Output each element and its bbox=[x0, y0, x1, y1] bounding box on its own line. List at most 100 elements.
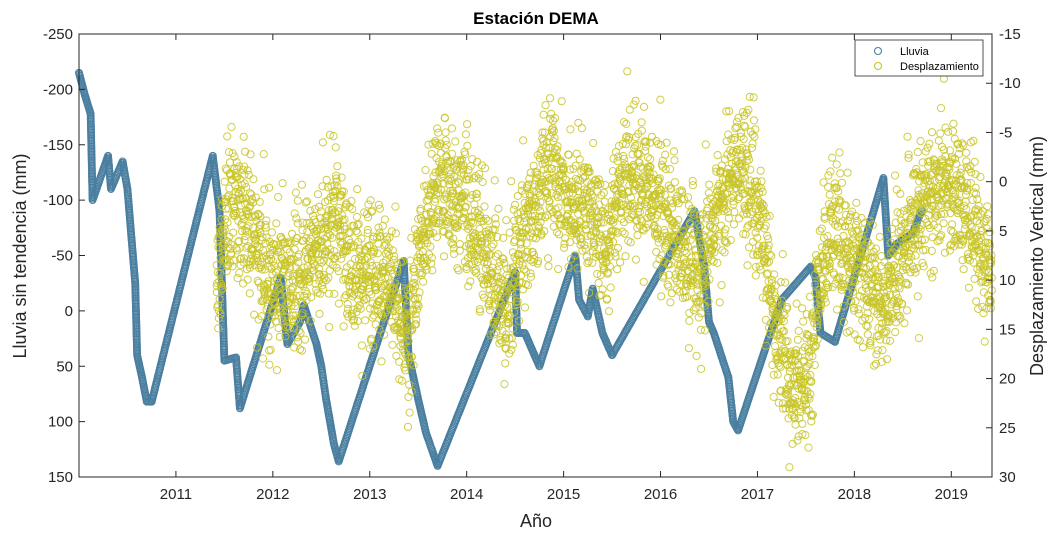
desplazamiento-point bbox=[362, 294, 371, 303]
desplazamiento-point bbox=[262, 216, 271, 225]
desplazamiento-point bbox=[322, 276, 331, 285]
desplazamiento-point bbox=[411, 320, 421, 329]
desplazamiento-point bbox=[459, 170, 468, 180]
desplazamiento-point bbox=[485, 306, 494, 315]
desplazamiento-point bbox=[544, 254, 553, 263]
desplazamiento-point bbox=[231, 169, 240, 178]
desplazamiento-point bbox=[288, 284, 297, 293]
desplazamiento-point bbox=[621, 133, 631, 142]
desplazamiento-point bbox=[518, 232, 527, 242]
desplazamiento-point bbox=[594, 175, 603, 184]
desplazamiento-point bbox=[264, 332, 273, 341]
desplazamiento-point bbox=[369, 342, 378, 351]
desplazamiento-point bbox=[325, 130, 334, 139]
desplazamiento-point bbox=[597, 232, 606, 241]
desplazamiento-point bbox=[253, 343, 262, 352]
desplazamiento-point bbox=[429, 172, 438, 181]
desplazamiento-point bbox=[304, 271, 313, 280]
desplazamiento-point bbox=[536, 218, 545, 227]
desplazamiento-point bbox=[458, 193, 467, 202]
desplazamiento-point bbox=[480, 258, 489, 267]
desplazamiento-point bbox=[367, 334, 376, 343]
desplazamiento-point bbox=[639, 226, 648, 235]
desplazamiento-point bbox=[536, 198, 545, 207]
desplazamiento-point bbox=[407, 387, 416, 396]
desplazamiento-point bbox=[503, 303, 512, 312]
desplazamiento-point bbox=[243, 166, 252, 175]
desplazamiento-point bbox=[625, 105, 634, 114]
desplazamiento-series bbox=[212, 67, 996, 472]
desplazamiento-point bbox=[319, 256, 328, 265]
desplazamiento-point bbox=[493, 266, 502, 275]
desplazamiento-point bbox=[237, 254, 246, 263]
desplazamiento-point bbox=[256, 221, 265, 230]
desplazamiento-point bbox=[545, 94, 555, 103]
desplazamiento-point bbox=[500, 301, 509, 310]
desplazamiento-point bbox=[585, 167, 594, 176]
desplazamiento-point bbox=[415, 268, 424, 278]
desplazamiento-point bbox=[435, 207, 444, 216]
desplazamiento-point bbox=[517, 278, 527, 287]
desplazamiento-point bbox=[411, 282, 420, 291]
desplazamiento-point bbox=[363, 225, 372, 234]
desplazamiento-point bbox=[355, 300, 364, 309]
desplazamiento-point bbox=[555, 230, 564, 239]
desplazamiento-point bbox=[494, 204, 503, 213]
desplazamiento-point bbox=[373, 249, 382, 258]
desplazamiento-point bbox=[618, 194, 627, 203]
desplazamiento-point bbox=[536, 207, 545, 216]
desplazamiento-point bbox=[306, 316, 315, 325]
desplazamiento-point bbox=[564, 150, 573, 159]
desplazamiento-point bbox=[324, 289, 333, 298]
desplazamiento-point bbox=[456, 156, 465, 165]
desplazamiento-point bbox=[534, 257, 543, 266]
desplazamiento-point bbox=[241, 147, 250, 156]
desplazamiento-point bbox=[222, 267, 231, 276]
desplazamiento-point bbox=[428, 266, 437, 275]
desplazamiento-point bbox=[493, 232, 502, 242]
desplazamiento-point bbox=[315, 309, 324, 318]
desplazamiento-point bbox=[309, 266, 319, 275]
desplazamiento-point bbox=[404, 337, 413, 346]
desplazamiento-point bbox=[299, 282, 308, 291]
desplazamiento-point bbox=[522, 267, 531, 276]
desplazamiento-point bbox=[484, 216, 493, 225]
desplazamiento-point bbox=[419, 277, 428, 286]
desplazamiento-point bbox=[549, 116, 558, 125]
desplazamiento-point bbox=[519, 136, 528, 145]
desplazamiento-point bbox=[546, 175, 555, 184]
desplazamiento-point bbox=[374, 200, 383, 209]
desplazamiento-point bbox=[307, 293, 316, 302]
desplazamiento-point bbox=[296, 328, 305, 338]
desplazamiento-point bbox=[560, 239, 569, 248]
desplazamiento-point bbox=[529, 161, 538, 170]
desplazamiento-point bbox=[626, 238, 635, 247]
desplazamiento-point bbox=[523, 281, 533, 290]
desplazamiento-point bbox=[403, 286, 412, 295]
desplazamiento-point bbox=[318, 138, 327, 147]
desplazamiento-point bbox=[614, 152, 623, 161]
desplazamiento-point bbox=[260, 290, 269, 299]
desplazamiento-point bbox=[276, 284, 285, 293]
desplazamiento-point bbox=[345, 281, 354, 290]
desplazamiento-point bbox=[611, 227, 620, 236]
desplazamiento-point bbox=[602, 294, 612, 303]
desplazamiento-point bbox=[335, 203, 344, 212]
desplazamiento-point bbox=[439, 171, 448, 180]
desplazamiento-point bbox=[470, 206, 479, 215]
desplazamiento-point bbox=[410, 278, 419, 287]
desplazamiento-point bbox=[603, 268, 613, 277]
desplazamiento-point bbox=[455, 246, 464, 255]
desplazamiento-point bbox=[392, 264, 402, 273]
desplazamiento-point bbox=[488, 301, 497, 310]
desplazamiento-point bbox=[301, 198, 310, 207]
desplazamiento-point bbox=[388, 340, 397, 349]
desplazamiento-point bbox=[426, 188, 435, 197]
desplazamiento-point bbox=[317, 258, 326, 267]
desplazamiento-point bbox=[233, 274, 242, 283]
desplazamiento-point bbox=[537, 212, 546, 221]
desplazamiento-point bbox=[560, 243, 569, 252]
desplazamiento-point bbox=[326, 231, 335, 240]
desplazamiento-point bbox=[559, 165, 568, 174]
